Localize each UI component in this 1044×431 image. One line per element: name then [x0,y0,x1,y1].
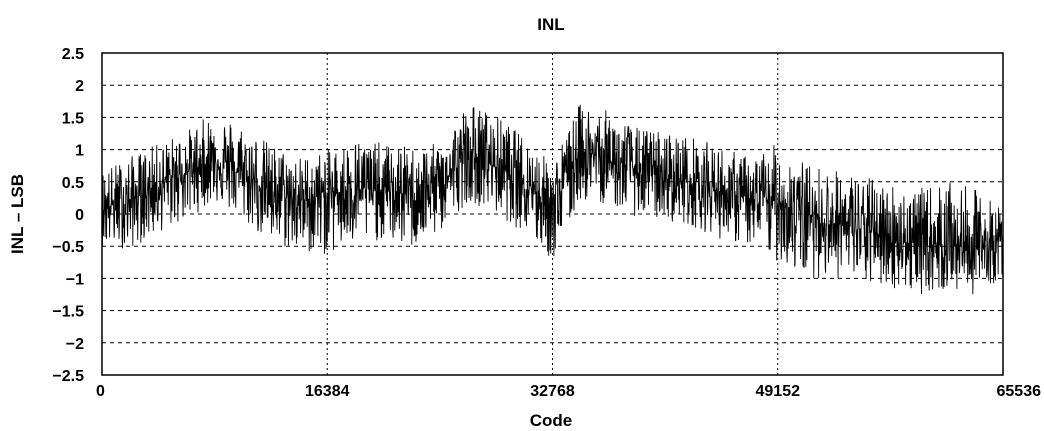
x-axis-ticks: 0 16384 32768 49152 65536 [96,383,1041,400]
inl-series-line [101,104,1004,295]
x-tick-label: 49152 [756,383,801,400]
y-tick-label: −0.5 [52,239,84,256]
y-tick-label: 2.5 [62,46,84,63]
y-axis-label: INL – LSB [8,174,27,254]
y-axis-ticks: 2.5 2 1.5 1 0.5 0 −0.5 −1 −1.5 −2 −2.5 [52,46,84,385]
x-axis-label: Code [530,411,573,430]
y-tick-label: −2.5 [52,368,84,385]
series-layer [101,104,1004,295]
x-tick-label: 65536 [997,383,1042,400]
plot-frame [101,52,1004,376]
y-tick-label: 0 [75,207,84,224]
chart-title: INL [537,15,564,34]
y-tick-label: −1 [66,271,84,288]
y-tick-label: 1 [75,143,84,160]
y-tick-label: −2 [66,336,84,353]
x-tick-label: 0 [96,383,105,400]
x-tick-label: 32768 [530,383,575,400]
y-tick-label: −1.5 [52,304,84,321]
x-tick-label: 16384 [305,383,350,400]
y-tick-label: 2 [75,78,84,95]
y-tick-label: 1.5 [62,110,84,127]
y-tick-label: 0.5 [62,175,84,192]
